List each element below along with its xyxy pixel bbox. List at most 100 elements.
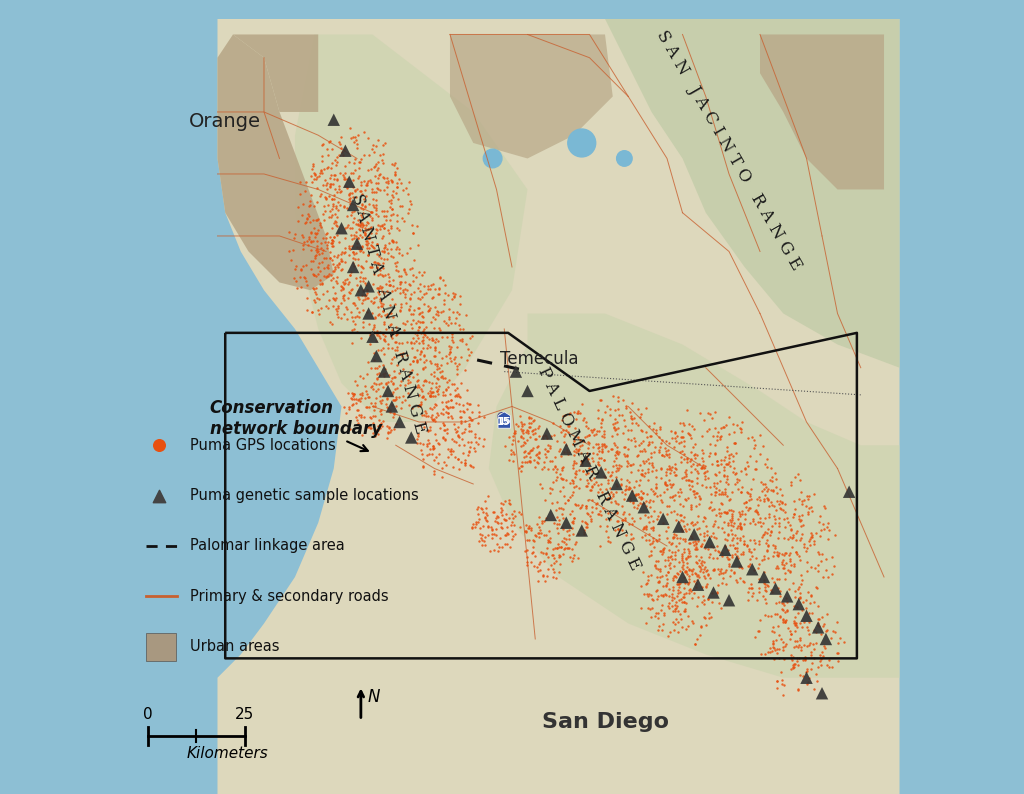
Point — [415, 391, 431, 403]
Point — [588, 427, 604, 440]
Point — [528, 448, 545, 461]
Point — [421, 333, 437, 345]
Point — [664, 506, 680, 518]
Point — [653, 599, 670, 611]
Point — [695, 455, 712, 468]
Point — [351, 229, 368, 241]
Point — [658, 479, 675, 491]
Point — [281, 225, 297, 238]
Point — [334, 246, 350, 259]
Point — [312, 219, 329, 232]
Point — [462, 412, 478, 425]
Point — [354, 260, 371, 273]
Point — [590, 457, 606, 470]
Point — [711, 520, 727, 533]
Point — [341, 175, 357, 188]
Point — [369, 222, 385, 235]
Point — [677, 604, 693, 617]
Point — [344, 310, 360, 323]
Point — [353, 241, 370, 253]
Point — [371, 287, 387, 300]
Point — [766, 625, 782, 638]
Point — [301, 233, 317, 246]
Point — [522, 555, 539, 568]
Point — [798, 593, 814, 606]
Point — [724, 528, 740, 541]
Point — [371, 168, 387, 181]
Point — [355, 175, 372, 187]
Point — [785, 661, 802, 673]
Point — [633, 491, 649, 503]
Point — [760, 646, 776, 658]
Point — [396, 263, 413, 276]
Point — [665, 477, 681, 490]
Point — [432, 306, 449, 319]
Point — [371, 281, 387, 294]
Point — [530, 446, 547, 459]
Point — [412, 353, 428, 365]
Point — [656, 609, 673, 622]
Point — [380, 175, 396, 187]
Point — [454, 333, 470, 345]
Point — [617, 483, 634, 495]
Point — [341, 268, 357, 281]
Point — [303, 226, 319, 239]
Point — [457, 459, 473, 472]
Point — [511, 506, 527, 518]
Point — [660, 553, 677, 566]
Point — [773, 497, 790, 510]
Point — [348, 272, 365, 284]
Point — [674, 524, 690, 537]
Point — [349, 279, 366, 291]
Point — [389, 382, 406, 395]
Point — [701, 536, 718, 549]
Point — [433, 331, 450, 344]
Point — [436, 287, 453, 300]
Point — [521, 454, 538, 467]
Point — [652, 437, 669, 449]
Point — [663, 538, 679, 551]
Point — [673, 592, 689, 605]
Point — [401, 357, 418, 370]
Point — [755, 478, 771, 491]
Point — [345, 232, 361, 245]
Point — [792, 553, 808, 566]
Point — [736, 538, 753, 550]
Point — [697, 565, 714, 577]
Point — [493, 531, 509, 544]
Point — [657, 589, 674, 602]
Point — [447, 435, 464, 448]
Point — [796, 638, 812, 651]
Point — [532, 545, 549, 558]
Point — [536, 528, 552, 541]
Point — [333, 296, 349, 309]
Point — [425, 278, 441, 291]
Point — [494, 497, 510, 510]
Point — [427, 398, 443, 410]
Point — [410, 324, 426, 337]
Point — [639, 588, 655, 601]
Point — [792, 632, 808, 645]
Point — [529, 422, 546, 434]
Text: N: N — [367, 688, 380, 706]
Point — [410, 428, 426, 441]
Point — [361, 174, 378, 187]
Point — [370, 420, 386, 433]
Point — [380, 425, 396, 437]
Point — [585, 424, 601, 437]
Point — [348, 411, 365, 424]
Point — [707, 485, 723, 498]
Point — [342, 121, 358, 134]
Point — [573, 438, 590, 451]
Point — [792, 473, 808, 486]
Point — [764, 586, 780, 599]
Point — [400, 399, 417, 411]
Point — [341, 403, 357, 415]
Point — [567, 536, 584, 549]
Point — [416, 287, 432, 300]
Point — [381, 274, 397, 287]
Point — [383, 173, 399, 186]
Point — [439, 411, 456, 424]
Point — [483, 521, 500, 534]
Point — [692, 540, 709, 553]
